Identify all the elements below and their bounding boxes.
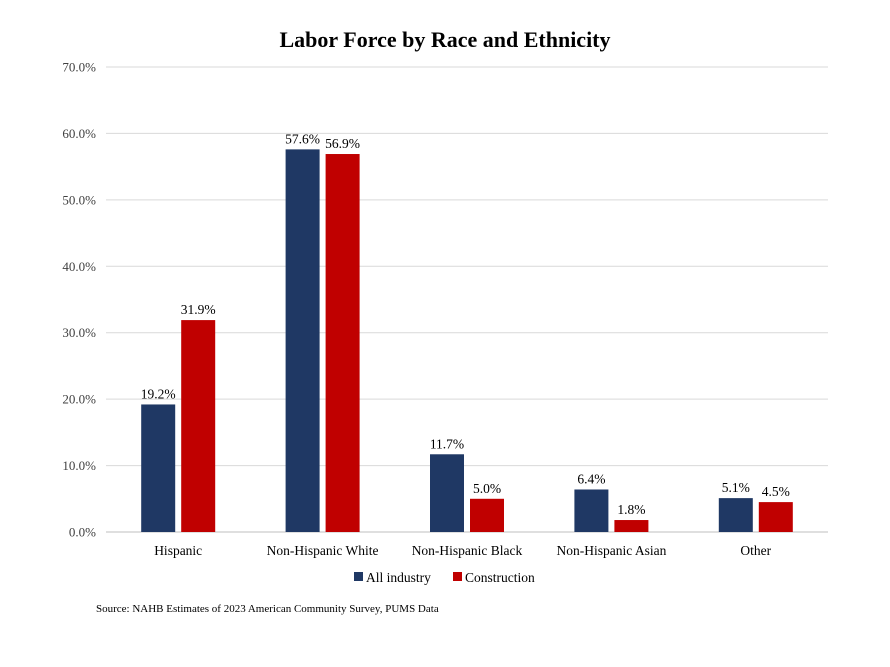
legend: All industry Construction	[354, 570, 535, 585]
y-tick-label: 70.0%	[62, 60, 96, 75]
y-tick-label: 40.0%	[62, 259, 96, 274]
bar-all-industry	[285, 149, 320, 532]
y-tick-label: 50.0%	[62, 192, 96, 207]
data-label: 56.9%	[325, 136, 360, 151]
source-note: Source: NAHB Estimates of 2023 American …	[96, 603, 439, 615]
data-label: 1.8%	[617, 502, 645, 517]
legend-label: Construction	[465, 570, 535, 585]
gridlines	[106, 66, 828, 533]
y-tick-label: 20.0%	[62, 392, 96, 407]
data-label: 5.1%	[722, 480, 750, 495]
data-label: 57.6%	[285, 131, 320, 146]
data-label: 5.0%	[473, 481, 501, 496]
x-category-label: Hispanic	[154, 543, 202, 558]
chart-title: Labor Force by Race and Ethnicity	[279, 27, 610, 52]
bar-all-industry	[430, 454, 464, 532]
y-tick-label: 60.0%	[62, 126, 96, 141]
y-tick-label: 0.0%	[69, 525, 96, 540]
bar-construction	[614, 520, 649, 532]
legend-swatch	[453, 572, 462, 581]
x-axis: Hispanic Non-Hispanic White Non-Hispanic B…	[154, 543, 771, 558]
bar-all-industry	[141, 404, 176, 532]
y-axis: 0.0% 10.0% 20.0% 30.0% 40.0% 50.0% 60.0% 70.0%	[62, 60, 96, 540]
bar-construction	[470, 498, 504, 532]
x-category-label: Non-Hispanic Black	[412, 543, 523, 558]
legend-swatch	[354, 572, 363, 581]
bar-construction	[325, 154, 360, 532]
y-tick-label: 30.0%	[62, 325, 96, 340]
legend-label: All industry	[366, 570, 431, 585]
bar-construction	[758, 502, 793, 532]
data-label: 31.9%	[181, 302, 216, 317]
data-label: 6.4%	[577, 471, 605, 486]
bar-all-industry	[574, 489, 609, 532]
y-tick-label: 10.0%	[62, 458, 96, 473]
data-label: 4.5%	[762, 484, 790, 499]
bars: 19.2% 31.9% 57.6% 56.9% 11.7% 5.0% 6.4% 1.8% 5.1…	[141, 131, 793, 532]
bar-construction	[181, 320, 216, 532]
data-label: 11.7%	[430, 436, 464, 451]
bar-all-industry	[718, 498, 753, 532]
data-label: 19.2%	[141, 386, 176, 401]
x-category-label: Non-Hispanic Asian	[556, 543, 666, 558]
x-category-label: Non-Hispanic White	[267, 543, 379, 558]
x-category-label: Other	[740, 543, 771, 558]
